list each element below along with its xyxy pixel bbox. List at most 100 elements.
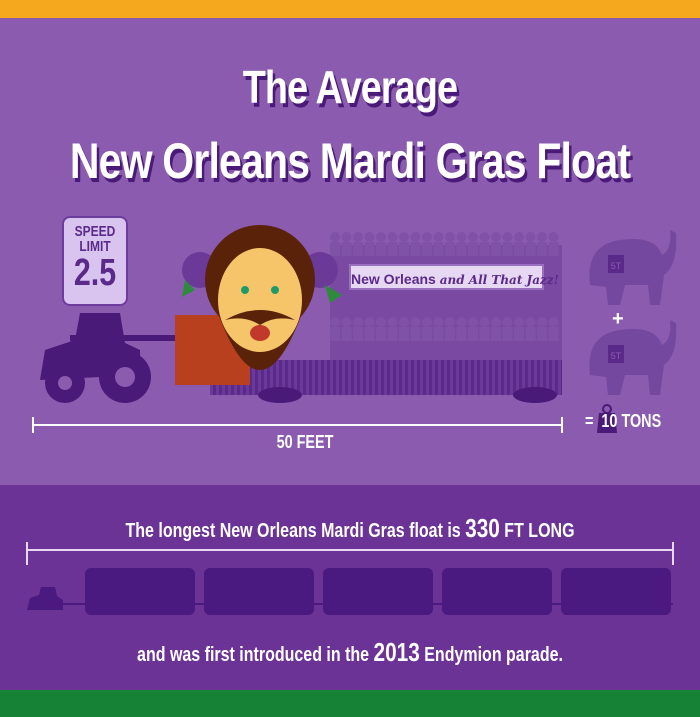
crowd-figure-icon <box>525 232 536 242</box>
crowd-figure-icon <box>445 327 455 341</box>
crowd-figure-icon <box>422 327 432 341</box>
introduced-year: 2013 <box>373 637 420 667</box>
crowd-figure-icon <box>445 317 455 327</box>
crowd-figure-icon <box>399 232 409 242</box>
crowd-figure-icon <box>410 327 421 341</box>
crowd-figure-icon <box>364 327 375 341</box>
crowd-figure-icon <box>537 327 547 341</box>
crowd-figure-icon <box>422 232 432 242</box>
speed-value: 2.5 <box>73 252 117 294</box>
crowd-figure-icon <box>433 242 444 256</box>
crowd-figure-icon <box>491 317 501 327</box>
crowd-figure-icon <box>376 232 386 242</box>
limit-label: LIMIT <box>79 238 111 255</box>
crowd-figure-icon <box>537 232 547 242</box>
crowd-figure-icon <box>341 242 352 256</box>
crowd-figure-icon <box>491 242 501 256</box>
crowd-figure-icon <box>456 242 467 256</box>
crowd-figure-icon <box>410 317 421 327</box>
crowd-figure-icon <box>433 317 444 327</box>
crowd-figure-icon <box>468 232 478 242</box>
crowd-figure-icon <box>399 242 409 256</box>
elephant-icon: 5T <box>589 320 677 395</box>
crowd-figure-icon <box>353 232 363 242</box>
crowd-figure-icon <box>525 242 536 256</box>
crowd-figure-icon <box>525 317 536 327</box>
float-silhouette-icon <box>561 568 671 615</box>
crowd-figure-icon <box>410 232 421 242</box>
crowd-figure-icon <box>514 242 524 256</box>
crowd-figure-icon <box>364 242 375 256</box>
crowd-figure-icon <box>410 242 421 256</box>
crowd-figure-icon <box>330 242 340 256</box>
crowd-figure-icon <box>456 317 467 327</box>
length-measure-line <box>32 417 563 433</box>
longest-unit: FT LONG <box>504 520 575 542</box>
bottom-stripe <box>0 690 700 717</box>
weight-label: 5T <box>611 351 622 361</box>
float-silhouette-icon <box>204 568 314 615</box>
top-stripe <box>0 0 700 18</box>
crowd-figure-icon <box>387 232 398 242</box>
crowd-figure-icon <box>502 317 513 327</box>
total-weight-value: 10 TONS <box>601 411 662 431</box>
longest-prefix: The longest New Orleans Mardi Gras float… <box>125 520 461 542</box>
bacchus-head-icon <box>182 225 342 370</box>
crowd-figure-icon <box>479 327 490 341</box>
plus-sign: + <box>612 308 624 330</box>
crowd-figure-icon <box>445 232 455 242</box>
crowd-figure-icon <box>491 327 501 341</box>
crowd-figure-icon <box>364 232 375 242</box>
crowd-figure-icon <box>525 327 536 341</box>
banner-script-text: and All That Jazz! <box>439 273 559 287</box>
crowd-figure-icon <box>330 232 340 242</box>
crowd-figure-icon <box>468 317 478 327</box>
introduced-prefix: and was first introduced in the <box>137 644 370 666</box>
float-silhouette-icon <box>323 568 433 615</box>
elephant-icon: 5T <box>589 230 677 305</box>
crowd-figure-icon <box>364 317 375 327</box>
crowd-figure-icon <box>387 242 398 256</box>
crowd-figure-icon <box>456 232 467 242</box>
title-line-2: New Orleans Mardi Gras Float <box>69 133 631 189</box>
crowd-figure-icon <box>399 327 409 341</box>
longest-float-text: The longest New Orleans Mardi Gras float… <box>70 513 630 544</box>
crowd-figure-icon <box>548 317 559 327</box>
crowd-figure-icon <box>433 327 444 341</box>
crowd-figure-icon <box>399 317 409 327</box>
length-label: 50 FEET <box>276 432 334 452</box>
small-tractor-icon <box>27 587 63 610</box>
crowd-figure-icon <box>479 317 490 327</box>
title-line-1: The Average <box>242 61 458 113</box>
crowd-figure-icon <box>341 232 352 242</box>
crowd-figure-icon <box>376 327 386 341</box>
crowd-figure-icon <box>422 317 432 327</box>
crowd-figure-icon <box>479 232 490 242</box>
float-silhouette-icon <box>442 568 552 615</box>
crowd-figure-icon <box>548 232 559 242</box>
crowd-figure-icon <box>422 242 432 256</box>
crowd-figure-icon <box>537 242 547 256</box>
crowd-figure-icon <box>387 317 398 327</box>
crowd-figure-icon <box>514 327 524 341</box>
crowd-figure-icon <box>502 327 513 341</box>
crowd-figure-icon <box>468 327 478 341</box>
crowd-figure-icon <box>353 317 363 327</box>
crowd-figure-icon <box>341 327 352 341</box>
speed-limit-sign: SPEED LIMIT 2.5 <box>62 216 128 306</box>
crowd-figure-icon <box>514 317 524 327</box>
crowd-figure-icon <box>537 317 547 327</box>
crowd-figure-icon <box>548 242 559 256</box>
crowd-figure-icon <box>491 232 501 242</box>
crowd-figure-icon <box>376 317 386 327</box>
crowd-figure-icon <box>330 317 340 327</box>
float-banner: New Orleans and All That Jazz! <box>349 264 559 290</box>
crowd-figure-icon <box>456 327 467 341</box>
crowd-figure-icon <box>387 327 398 341</box>
crowd-figure-icon <box>502 232 513 242</box>
longest-value: 330 <box>465 513 500 543</box>
crowd-figure-icon <box>468 242 478 256</box>
crowd-figure-icon <box>548 327 559 341</box>
crowd-figure-icon <box>445 242 455 256</box>
float-illustration <box>40 225 562 403</box>
